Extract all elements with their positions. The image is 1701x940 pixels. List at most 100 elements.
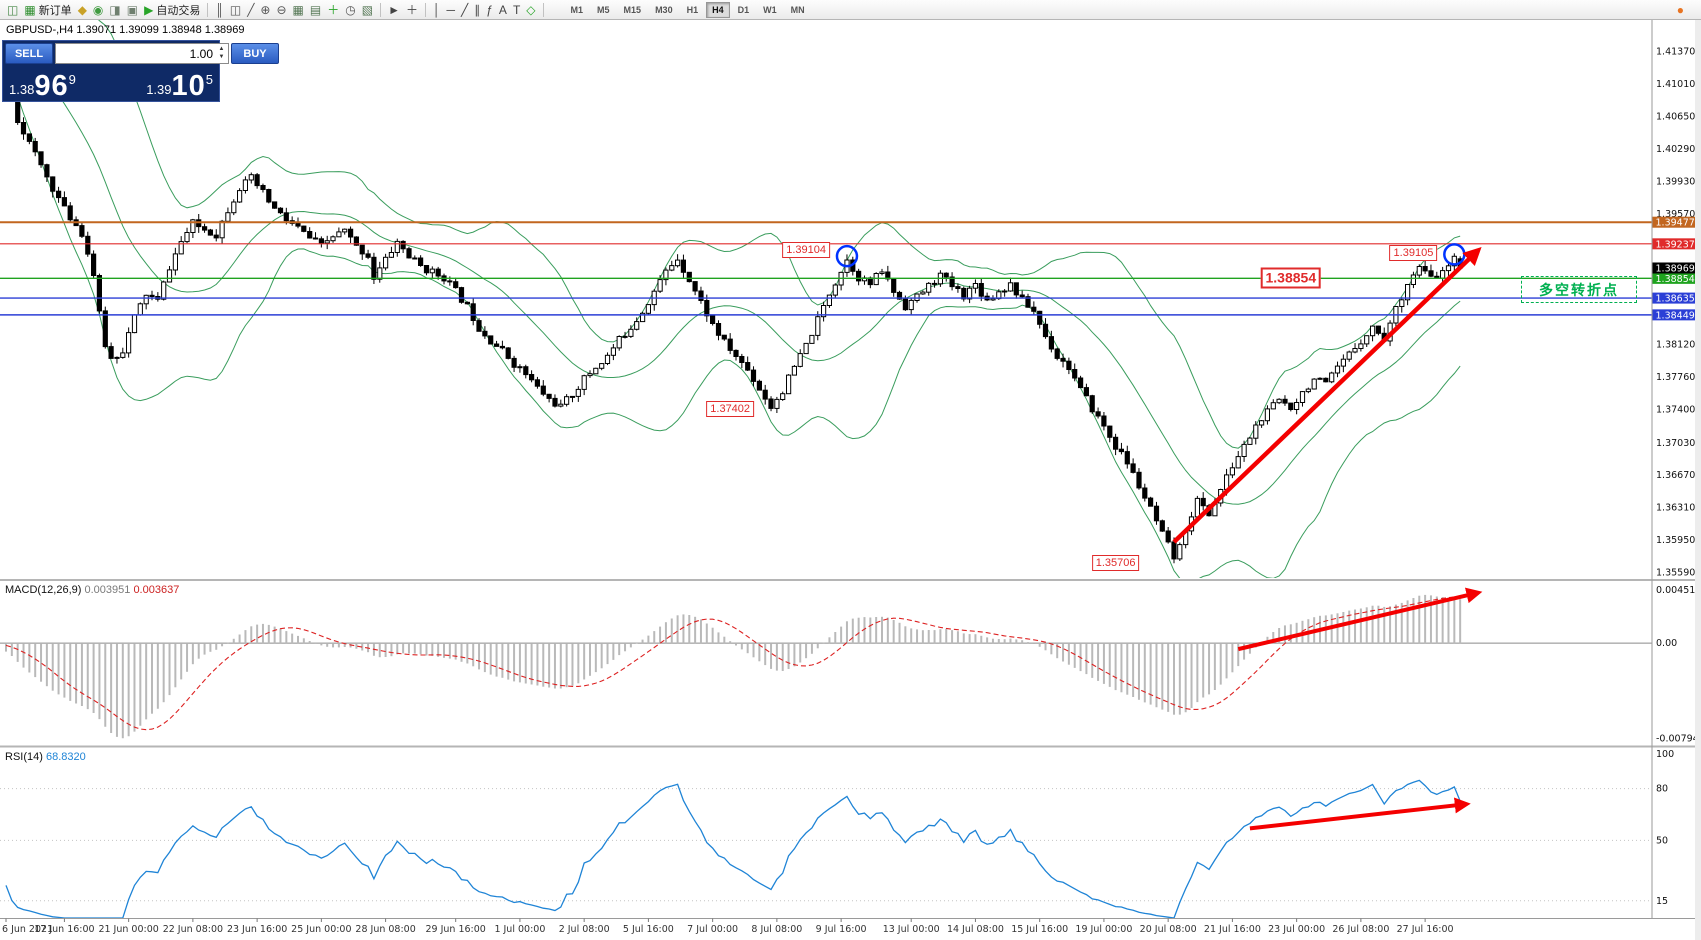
macd-name: MACD(12,26,9) [5, 584, 82, 596]
timeframe-m1-button[interactable]: M1 [570, 4, 584, 15]
new-order-button[interactable]: ▦ 新订单 [24, 2, 72, 17]
svg-text:15 Jul 16:00: 15 Jul 16:00 [1011, 924, 1068, 935]
svg-text:1.38854: 1.38854 [1656, 274, 1695, 285]
svg-text:8 Jul 08:00: 8 Jul 08:00 [751, 924, 802, 935]
candlestick-type-icon[interactable]: ◫ [229, 2, 242, 17]
timeframe-h4-button[interactable]: H4 [706, 1, 730, 18]
volume-input[interactable] [56, 45, 215, 62]
timeframe-w1-button[interactable]: W1 [763, 4, 777, 15]
timeframe-bar: M1 M5 M15 M30 H1 H4 D1 W1 MN [564, 1, 812, 18]
macd-signal-line [5, 596, 1461, 731]
highlight-circle [835, 244, 859, 268]
rsi-line [5, 779, 1461, 919]
svg-text:26 Jul 08:00: 26 Jul 08:00 [1332, 924, 1389, 935]
svg-text:20 Jul 08:00: 20 Jul 08:00 [1140, 924, 1197, 935]
buy-price-pipette: 5 [205, 72, 213, 87]
svg-text:1.35590: 1.35590 [1656, 568, 1695, 579]
shapes-icon[interactable]: ◇ [526, 2, 536, 17]
trendline-icon[interactable]: ╱ [461, 2, 469, 17]
buy-price[interactable]: 1.39 10 5 [146, 72, 213, 101]
crosshair-icon[interactable]: ＋ [405, 2, 418, 17]
indicators-icon[interactable]: ＋ [327, 2, 340, 17]
horizontal-line-icon[interactable]: ─ [446, 2, 455, 17]
svg-text:1.38969: 1.38969 [1656, 263, 1695, 274]
volume-down-arrow[interactable]: ▼ [218, 53, 225, 60]
buy-button[interactable]: BUY [231, 43, 279, 64]
timeframe-m15-button[interactable]: M15 [623, 4, 642, 15]
sell-price[interactable]: 1.38 96 9 [9, 72, 76, 101]
fibonacci-icon[interactable]: ƒ [486, 2, 493, 17]
autotrade-button[interactable]: ▶ 自动交易 [144, 2, 201, 17]
templates-icon[interactable]: ▧ [361, 2, 374, 17]
navigator-icon[interactable]: ▣ [126, 2, 139, 17]
svg-text:0.00: 0.00 [1656, 638, 1677, 649]
metaeditor-icon[interactable]: ◆ [77, 2, 87, 17]
panel-divider[interactable] [0, 579, 1701, 581]
macd-value-signal: 0.003637 [133, 584, 180, 596]
timeframe-h1-button[interactable]: H1 [686, 4, 699, 15]
volume-field: ▲ ▼ [55, 43, 229, 64]
volume-up-arrow[interactable]: ▲ [218, 46, 225, 53]
label-icon[interactable]: T [512, 2, 521, 17]
one-click-trading-panel: SELL ▲ ▼ BUY 1.38 96 9 1.39 10 5 [2, 40, 279, 102]
svg-text:25 Jun 00:00: 25 Jun 00:00 [291, 924, 351, 935]
panel-divider[interactable] [0, 745, 1701, 748]
line-chart-type-icon[interactable]: ╱ [247, 2, 255, 17]
svg-text:21 Jun 00:00: 21 Jun 00:00 [98, 924, 158, 935]
svg-text:1.39237: 1.39237 [1656, 239, 1695, 250]
periods-icon[interactable]: ◷ [345, 2, 356, 17]
ohlc-values: 1.39071 1.39099 1.38948 1.38969 [76, 24, 245, 36]
buy-price-pips: 10 [171, 70, 206, 102]
macd-panel: 0.004517 0.00 -0.00794 [0, 585, 1701, 744]
vertical-scrollbar[interactable] [1695, 20, 1701, 940]
timeframe-d1-button[interactable]: D1 [737, 4, 750, 15]
svg-text:29 Jun 16:00: 29 Jun 16:00 [426, 924, 486, 935]
svg-text:23 Jul 00:00: 23 Jul 00:00 [1268, 924, 1325, 935]
svg-text:23 Jun 16:00: 23 Jun 16:00 [227, 924, 287, 935]
vertical-line-icon[interactable]: │ [432, 2, 441, 17]
timeframe-m5-button[interactable]: M5 [597, 4, 610, 15]
sell-button[interactable]: SELL [5, 43, 53, 64]
new-chart-icon[interactable]: ◫ [7, 2, 19, 17]
svg-text:1.38449: 1.38449 [1656, 310, 1695, 321]
svg-text:5 Jul 16:00: 5 Jul 16:00 [623, 924, 674, 935]
svg-text:1.41370: 1.41370 [1656, 47, 1695, 58]
svg-text:1.40650: 1.40650 [1656, 111, 1695, 122]
svg-text:17 Jun 16:00: 17 Jun 16:00 [34, 924, 94, 935]
sell-price-pipette: 9 [68, 72, 76, 87]
zoom-in-icon[interactable]: ⊕ [260, 2, 271, 17]
price-flag-annotation: 1.39105 [1389, 245, 1438, 262]
price-flag-annotation: 1.37402 [706, 400, 755, 417]
turning-point-label: 多空转折点 [1521, 276, 1637, 303]
svg-text:1 Jul 00:00: 1 Jul 00:00 [494, 924, 545, 935]
toolbar-separator [207, 2, 209, 17]
svg-text:0.004517: 0.004517 [1656, 585, 1701, 596]
timeframe-m30-button[interactable]: M30 [655, 4, 673, 15]
svg-text:1.36670: 1.36670 [1656, 470, 1695, 481]
price-axis[interactable]: 1.41370 1.41010 1.40650 1.40290 1.39930 1.395… [1652, 47, 1699, 579]
volume-spinner: ▲ ▼ [215, 46, 228, 60]
price-chart[interactable]: 1.413701.410101.406501.402901.399301.395… [0, 20, 1701, 940]
bar-chart-type-icon[interactable]: ║ [215, 2, 224, 17]
bollinger-middle-line [5, 40, 1461, 505]
data-window-icon[interactable]: ◨ [109, 2, 121, 17]
tile-windows-icon[interactable]: ▦ [292, 2, 304, 17]
toolbar-items: ◫ ▦ 新订单 ◆ ◉ ◨ ▣ ▶ 自动交易 ║ ◫ ╱ ⊕ ⊖ ▦ ▤ ＋ ◷ ▧ ► ＋ │ ─ ╱ ∥ ƒ A T ◇ [4, 1, 548, 19]
market-watch-icon[interactable]: ◉ [92, 2, 104, 17]
toolbar-separator [542, 2, 544, 17]
trend-arrow-macd [1237, 587, 1483, 652]
timeframe-mn-button[interactable]: MN [790, 4, 805, 15]
community-icon[interactable]: ● [1676, 2, 1684, 17]
cursor-icon[interactable]: ► [388, 2, 400, 17]
channel-icon[interactable]: ∥ [474, 2, 481, 17]
svg-text:1.35950: 1.35950 [1656, 535, 1695, 546]
zoom-out-icon[interactable]: ⊖ [276, 2, 287, 17]
svg-text:15: 15 [1656, 896, 1668, 907]
svg-text:9 Jul 16:00: 9 Jul 16:00 [816, 924, 867, 935]
price-flag-annotation: 1.35706 [1091, 554, 1140, 571]
trend-arrow-main [1172, 247, 1482, 544]
cascade-windows-icon[interactable]: ▤ [309, 2, 322, 17]
svg-text:1.39477: 1.39477 [1656, 218, 1695, 229]
text-icon[interactable]: A [498, 2, 507, 17]
